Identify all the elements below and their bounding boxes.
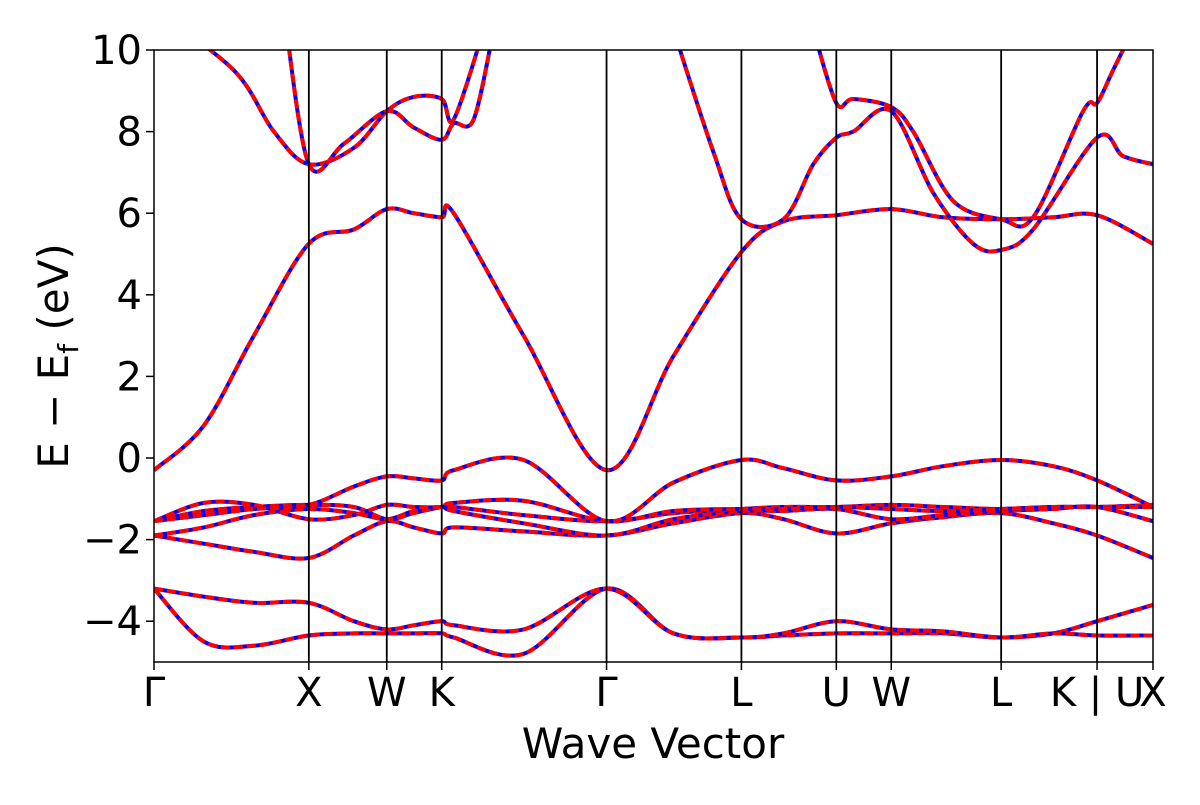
- y-tick-label-4: 4: [117, 273, 142, 319]
- y-tick-label-5: 6: [117, 191, 142, 237]
- y-tick-label-0: −4: [83, 599, 142, 645]
- y-tick-label-3: 2: [117, 354, 142, 400]
- x-tick-label-5: L: [730, 670, 753, 716]
- x-tick-label-3: K: [429, 670, 457, 716]
- y-ticks: −4 −2 0 2 4 6 8 10: [83, 28, 154, 645]
- x-tick-label-8: L: [990, 670, 1013, 716]
- x-tick-label-9: K | U: [1050, 670, 1144, 716]
- x-tick-label-10: X: [1139, 670, 1166, 716]
- band-line-dashed-5: [154, 497, 1153, 524]
- band-line-dashed-11: [817, 50, 1126, 229]
- x-tick-label-7: W: [871, 670, 911, 716]
- kpoint-lines: [307, 50, 1098, 662]
- y-tick-label-2: 0: [117, 436, 142, 482]
- x-tick-label-4: Γ: [595, 670, 618, 716]
- x-tick-label-1: X: [295, 670, 322, 716]
- y-tick-label-6: 8: [117, 110, 142, 156]
- y-tick-label-7: 10: [91, 28, 142, 74]
- y-axis-label-unit: (eV): [29, 243, 78, 344]
- x-tick-label-0: Γ: [143, 670, 166, 716]
- y-axis-label: E − Ef (eV): [29, 243, 85, 469]
- y-tick-label-1: −2: [83, 518, 142, 564]
- y-axis-label-subscript: f: [52, 343, 85, 354]
- band-line-dashed-8: [206, 50, 480, 167]
- y-axis-label-main: E − E: [29, 354, 78, 469]
- x-axis-label: Wave Vector: [522, 719, 785, 768]
- x-tick-label-6: U: [822, 670, 851, 716]
- plot-frame: [153, 49, 1154, 663]
- x-tick-label-2: W: [367, 670, 407, 716]
